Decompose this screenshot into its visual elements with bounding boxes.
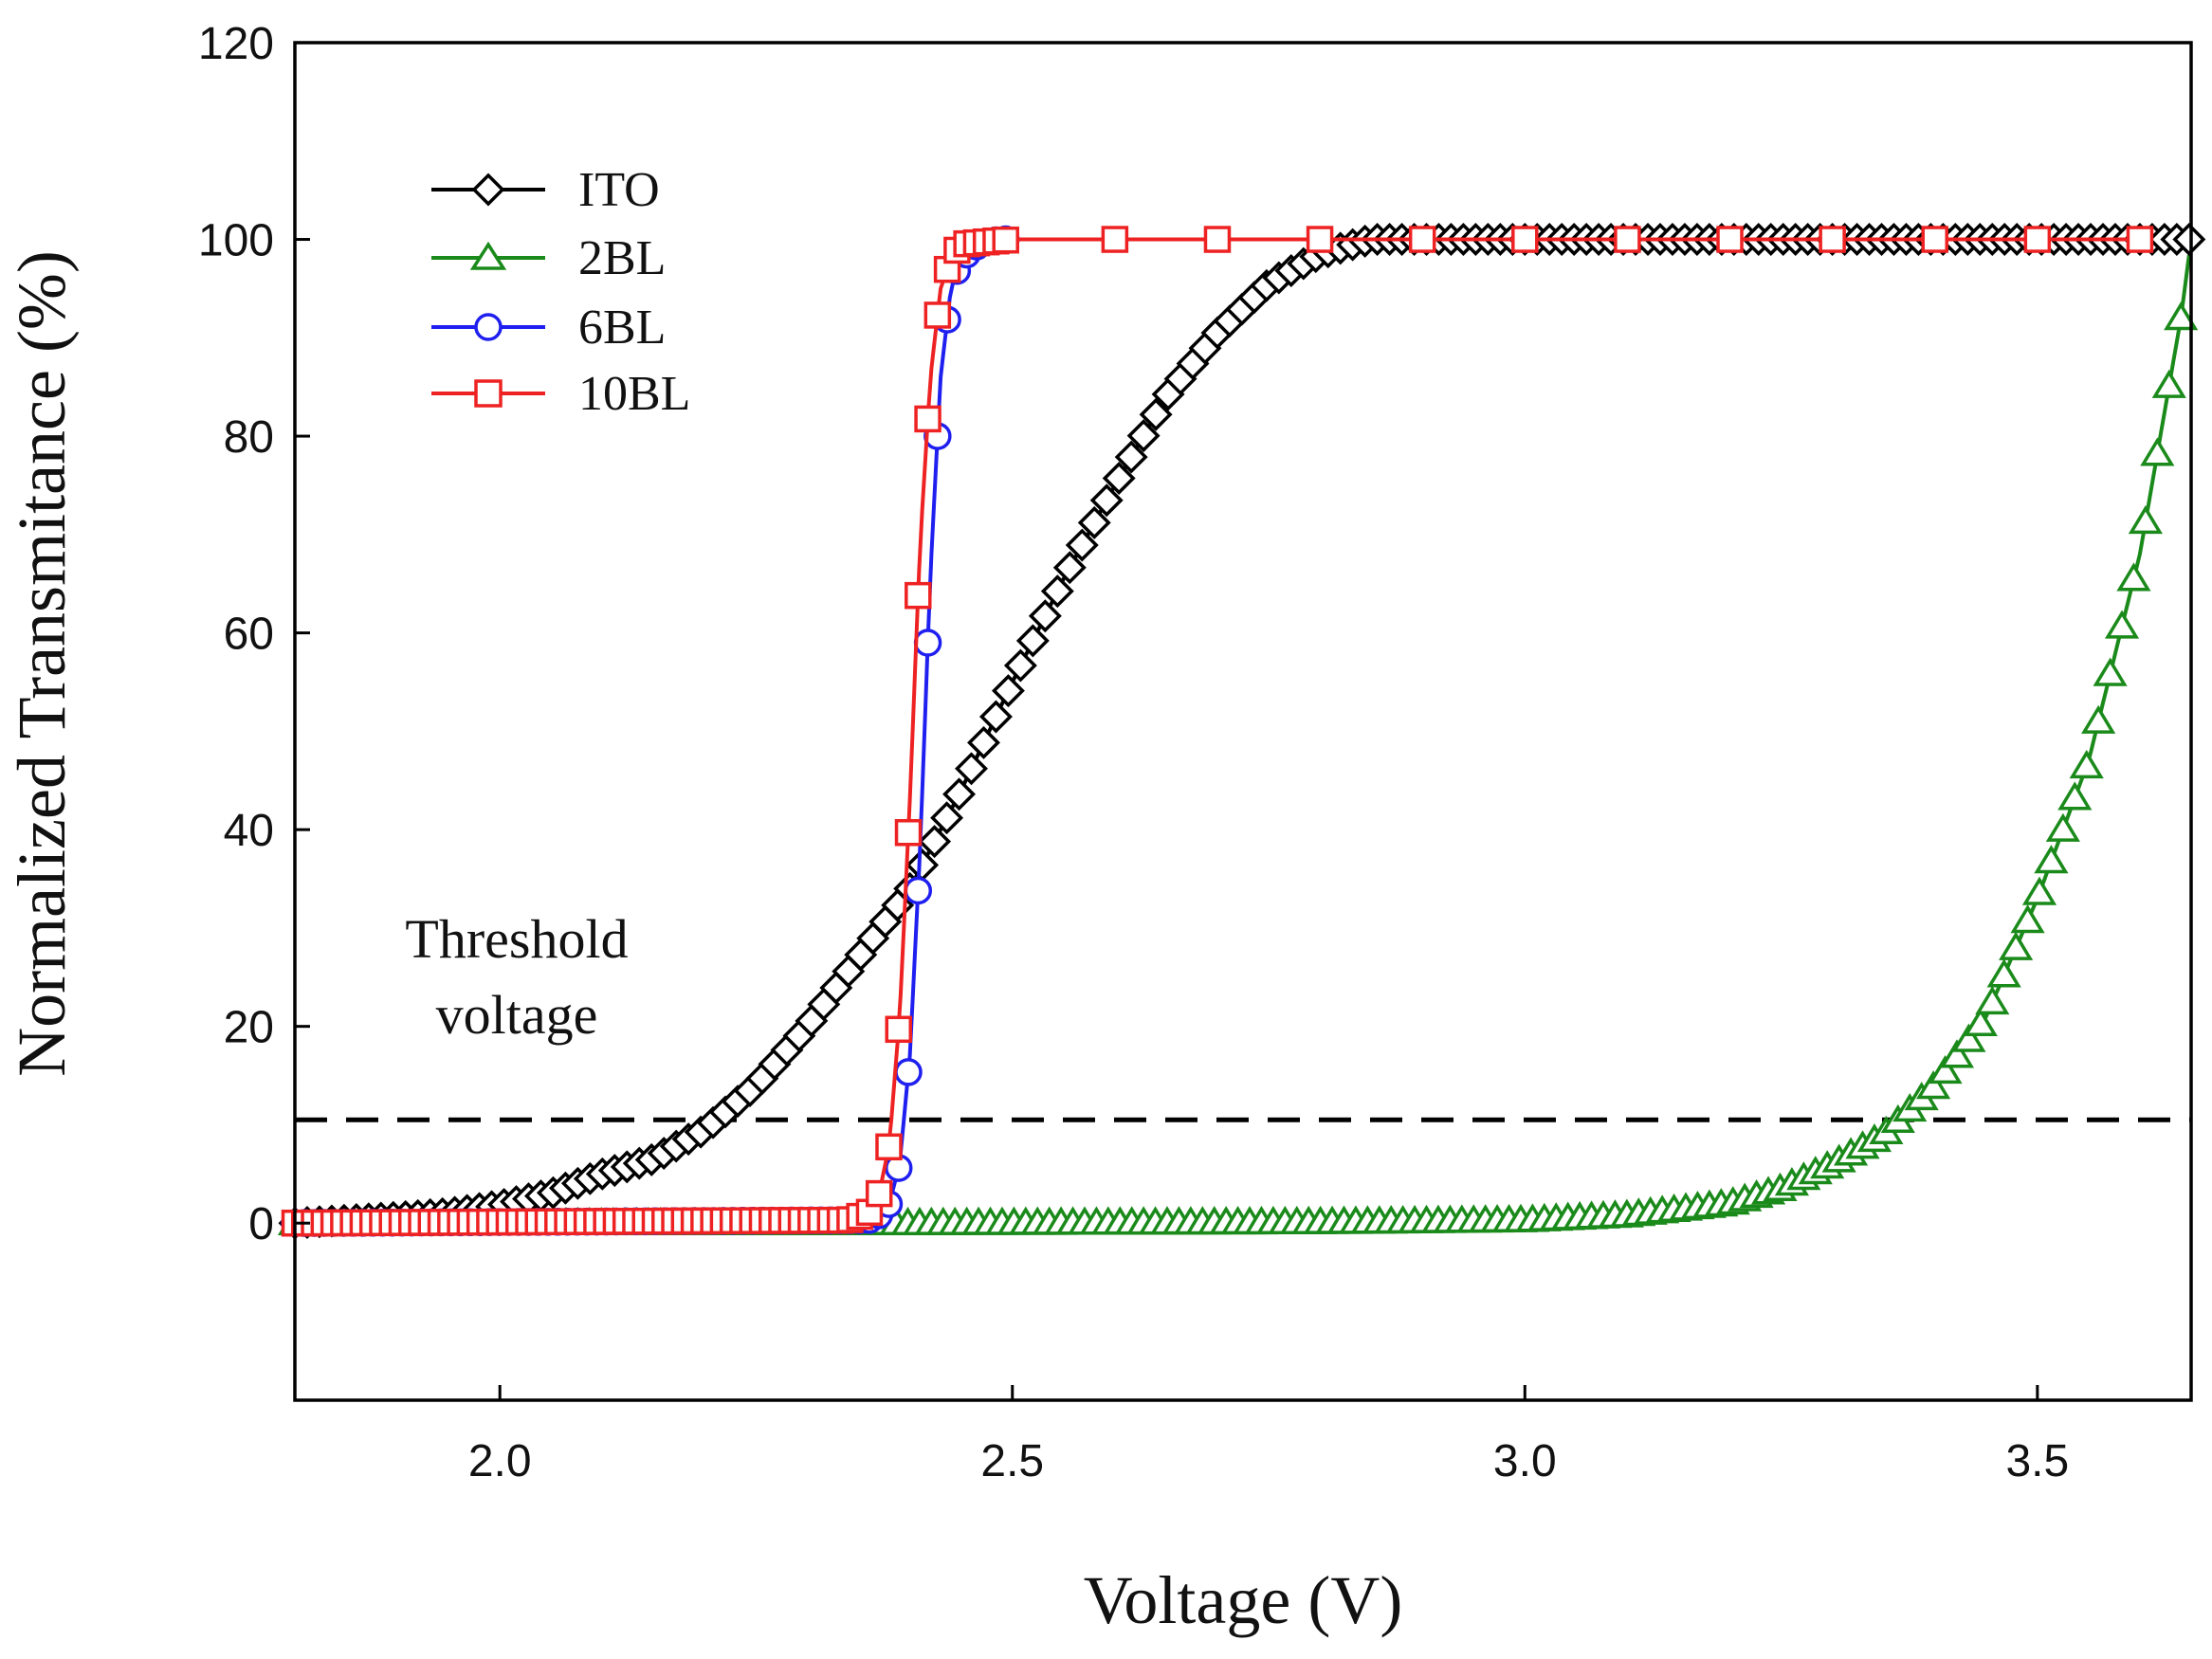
data-point-2bl [1999, 931, 2034, 960]
data-point-ito [1114, 440, 1148, 474]
data-point-ito [942, 777, 977, 811]
y-tick-label: 120 [198, 19, 274, 69]
threshold-annotation-line-1: Threshold [405, 908, 628, 970]
data-point-6bl [913, 629, 942, 657]
data-point-10bl [865, 1179, 893, 1208]
data-point-10bl [905, 581, 932, 610]
x-tick-label: 3.5 [2005, 1436, 2069, 1486]
legend-item-10bl: 10BL [431, 367, 690, 421]
data-point-ito [1028, 599, 1062, 633]
data-point-10bl [894, 819, 923, 847]
legend-marker-2bl [469, 241, 507, 270]
data-point-2bl [1951, 1023, 1986, 1052]
data-point-ito [1139, 397, 1173, 431]
y-tick-label: 100 [198, 216, 274, 266]
y-tick-label: 0 [248, 1199, 274, 1249]
data-point-ito [955, 752, 988, 786]
data-point-ito [1040, 574, 1074, 609]
data-point-ito [991, 674, 1025, 708]
data-point-2bl [1939, 1039, 1975, 1068]
data-point-10bl [1408, 226, 1436, 253]
data-point-2bl [2034, 845, 2069, 874]
data-point-2bl [2104, 610, 2140, 639]
data-point-2bl [2045, 812, 2080, 842]
data-point-10bl [1819, 226, 1846, 253]
data-point-ito [930, 801, 964, 835]
data-point-2bl [2081, 704, 2116, 734]
data-point-10bl [1101, 226, 1129, 253]
data-point-ito [1052, 551, 1087, 585]
data-point-10bl [875, 1133, 903, 1161]
data-point-2bl [2140, 437, 2175, 466]
data-point-10bl [1306, 226, 1334, 253]
data-point-2bl [2151, 369, 2186, 398]
data-point-ito [1015, 624, 1050, 658]
legend-marker-ito [471, 173, 505, 207]
data-point-10bl [1203, 226, 1232, 253]
y-axis-title: Normalized Transmitance (%) [4, 250, 80, 1077]
y-tick-label: 80 [224, 412, 274, 463]
x-tick-label: 2.5 [980, 1436, 1044, 1486]
data-point-ito [1065, 528, 1099, 562]
plot-frame [293, 41, 2193, 1402]
legend-item-2bl: 2BL [431, 231, 666, 285]
ticks-layer: 0 20 40 60 80 100 120 2.0 2.5 3.0 3.5 [198, 19, 2069, 1486]
legend-item-ito: ITO [431, 163, 660, 217]
data-point-2bl [1916, 1070, 1951, 1100]
data-point-ito [2172, 223, 2206, 257]
legend-label-ito: ITO [578, 163, 660, 217]
threshold-annotation-line-2: voltage [436, 984, 598, 1046]
legend-label-2bl: 2BL [578, 231, 666, 285]
y-tick-label: 40 [224, 806, 274, 856]
y-tick-label: 60 [224, 610, 274, 660]
data-point-10bl [923, 301, 952, 329]
legend-item-6bl: 6BL [431, 301, 666, 355]
data-point-10bl [2023, 226, 2052, 253]
series-layer [277, 223, 2206, 1240]
legend-marker-6bl [474, 313, 503, 341]
data-point-2bl [2057, 781, 2093, 811]
data-point-10bl [1716, 226, 1744, 253]
data-point-2bl [1986, 958, 2021, 988]
data-point-10bl [1614, 226, 1641, 253]
x-axis-title: Voltage (V) [1084, 1562, 1403, 1638]
data-point-6bl [904, 876, 933, 905]
data-point-2bl [2069, 749, 2104, 779]
data-point-6bl [894, 1058, 923, 1086]
data-point-10bl [1921, 226, 1948, 253]
legend-label-6bl: 6BL [578, 301, 666, 355]
data-point-ito [1077, 505, 1111, 539]
data-point-ito [1126, 419, 1161, 453]
data-point-2bl [2010, 904, 2045, 934]
data-point-2bl [2093, 657, 2128, 686]
data-point-10bl [2126, 226, 2154, 253]
series-10bl [281, 226, 2154, 1237]
data-point-10bl [914, 405, 941, 433]
y-tick-label: 20 [224, 1003, 274, 1053]
x-tick-label: 2.0 [468, 1436, 532, 1486]
data-point-2bl [2128, 504, 2163, 535]
x-tick-label: 3.0 [1493, 1436, 1557, 1486]
data-point-ito [1089, 483, 1124, 518]
legend: ITO 2BL 6BL 10BL [431, 163, 690, 421]
legend-label-10bl: 10BL [578, 367, 690, 421]
data-point-10bl [1511, 226, 1539, 253]
data-point-ito [978, 700, 1013, 734]
data-point-2bl [1963, 1007, 1998, 1037]
data-point-2bl [1928, 1055, 1963, 1085]
data-point-10bl [992, 226, 1019, 254]
data-point-ito [1003, 648, 1037, 683]
data-point-2bl [2116, 562, 2151, 592]
data-point-ito [918, 825, 952, 859]
data-point-2bl [2021, 876, 2057, 905]
data-point-ito [1102, 462, 1136, 495]
data-point-ito [967, 725, 1000, 759]
data-point-2bl [2164, 301, 2199, 331]
legend-marker-10bl [474, 379, 503, 408]
data-point-2bl [1975, 985, 2010, 1015]
data-point-10bl [885, 1015, 913, 1044]
